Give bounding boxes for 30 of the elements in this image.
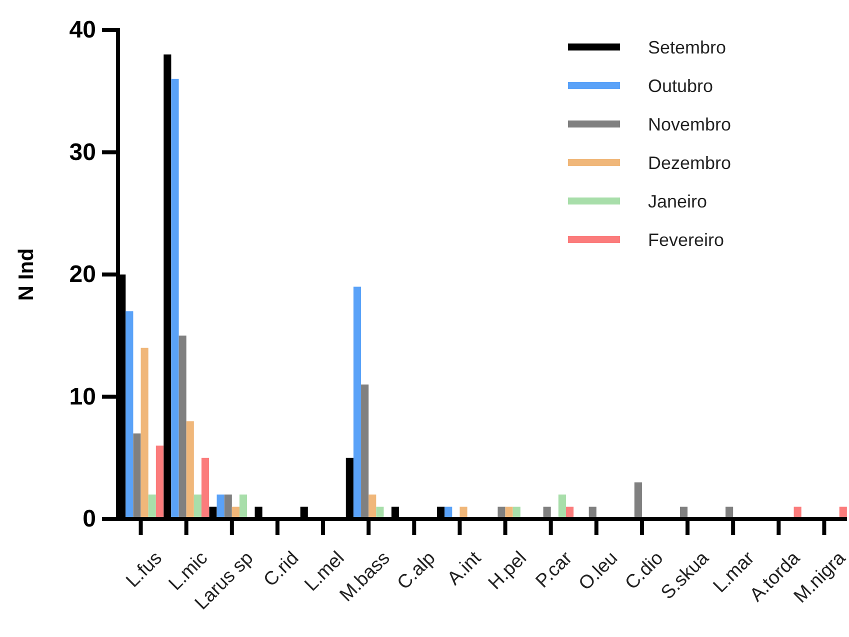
y-tick-label: 0 (82, 506, 96, 533)
bar (634, 482, 642, 519)
bar (133, 433, 141, 519)
bar (194, 494, 202, 519)
legend-label: Setembro (648, 37, 726, 58)
bar (216, 494, 224, 519)
bar (558, 494, 566, 519)
y-tick-label: 30 (69, 138, 96, 166)
bar (156, 446, 164, 519)
bar (353, 286, 362, 519)
legend-label: Dezembro (648, 152, 732, 173)
bar (361, 384, 369, 519)
bar (126, 311, 134, 519)
legend-label: Novembro (648, 114, 732, 134)
y-tick-label: 40 (69, 16, 96, 44)
bar (186, 421, 194, 519)
bar (201, 458, 210, 519)
bar (171, 78, 179, 519)
legend-label: Outubro (648, 76, 714, 96)
bar (368, 494, 376, 519)
bar (148, 494, 156, 519)
legend-label: Fevereiro (648, 230, 724, 250)
bar (224, 494, 232, 519)
y-tick-label: 20 (69, 261, 96, 288)
y-tick-label: 10 (69, 383, 96, 410)
y-axis-title: N Ind (15, 248, 38, 301)
bar (140, 348, 148, 519)
legend-label: Janeiro (648, 191, 708, 212)
bar (178, 336, 186, 519)
bar (239, 494, 248, 519)
